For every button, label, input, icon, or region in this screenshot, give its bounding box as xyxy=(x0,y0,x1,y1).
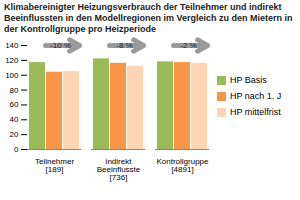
html-text:HP Basis: HP Basis xyxy=(230,75,267,85)
html-text:HP nach 1. J: HP nach 1. J xyxy=(230,91,282,101)
svg-text:40: 40 xyxy=(10,115,19,124)
html-text:HP mittelfrist: HP mittelfrist xyxy=(230,107,281,117)
svg-text:indirektBeeinflusste[736]: indirektBeeinflusste[736] xyxy=(97,157,141,182)
svg-text:100: 100 xyxy=(5,71,19,80)
svg-text:-2 %: -2 % xyxy=(180,41,196,50)
svg-text:80: 80 xyxy=(10,86,19,95)
svg-text:-8 %: -8 % xyxy=(116,41,132,50)
svg-text:20: 20 xyxy=(10,130,19,139)
svg-text:Teilnehmer[189]: Teilnehmer[189] xyxy=(35,157,74,174)
svg-text:120: 120 xyxy=(5,56,19,65)
svg-text:Kontrollgruppe[4891]: Kontrollgruppe[4891] xyxy=(156,157,209,174)
svg-text:140: 140 xyxy=(5,41,19,50)
svg-text:60: 60 xyxy=(10,100,19,109)
svg-text:-10 %: -10 % xyxy=(50,41,71,50)
html-text:Klimabereinigter Heizungsverbr: Klimabereinigter Heizungsverbrauch der T… xyxy=(4,2,293,34)
svg-text:0: 0 xyxy=(14,145,19,154)
